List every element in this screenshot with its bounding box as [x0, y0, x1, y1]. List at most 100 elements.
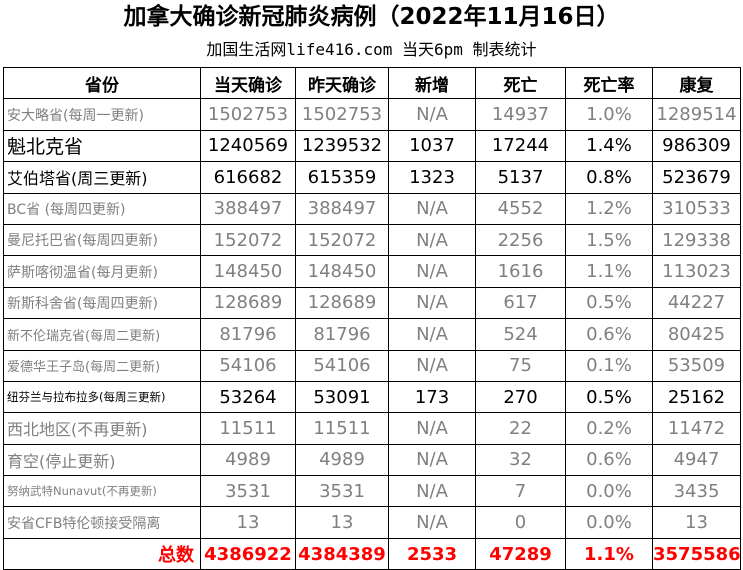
cell: 14937: [475, 98, 566, 131]
table-row: BC省 (每周四更新) 388497 388497 N/A 4552 1.2% 310533: [3, 192, 741, 225]
cell: N/A: [388, 506, 476, 539]
table-row: 萨斯喀彻温省(每月更新) 148450 148450 N/A 1616 1.1% 11302…: [3, 255, 741, 288]
cell: 113023: [652, 255, 741, 288]
cell: 3575586: [652, 537, 741, 570]
cell: 129338: [652, 223, 741, 257]
province-cell: 艾伯塔省(周三更新): [3, 161, 201, 194]
cell: 4384389: [295, 537, 389, 570]
cell: 1.4%: [565, 129, 653, 163]
cell: 1289514: [652, 98, 741, 131]
table-row: 西北地区(不再更新) 11511 11511 N/A 22 0.2% 11472: [3, 412, 741, 445]
cell: 13: [200, 506, 296, 539]
cell: 22: [475, 412, 566, 445]
cell: N/A: [388, 223, 476, 257]
cell: 0.5%: [565, 380, 653, 414]
cell: 81796: [200, 318, 296, 351]
table-row: 努纳武特Nunavut(不再更新) 3531 3531 N/A 7 0.0% 3435: [3, 475, 741, 508]
cell: N/A: [388, 412, 476, 445]
cell: 0.0%: [565, 475, 653, 508]
cell: 270: [475, 380, 566, 414]
province-cell: 萨斯喀彻温省(每月更新): [3, 255, 201, 288]
column-header: 死亡: [475, 66, 566, 100]
cell: 81796: [295, 318, 389, 351]
cell: 2533: [388, 537, 476, 570]
cell: 53091: [295, 380, 389, 414]
cell: N/A: [388, 318, 476, 351]
cell: N/A: [388, 349, 476, 382]
province-cell: 新不伦瑞克省(每周二更新): [3, 318, 201, 351]
cell: N/A: [388, 255, 476, 288]
province-cell: 新斯科舍省(每周四更新): [3, 286, 201, 320]
column-header: 昨天确诊: [295, 66, 389, 100]
cell: 128689: [200, 286, 296, 320]
cell: 53509: [652, 349, 741, 382]
cell: 616682: [200, 161, 296, 194]
cell: 3531: [200, 475, 296, 508]
cell: 310533: [652, 192, 741, 225]
cell: 0.2%: [565, 412, 653, 445]
cell: 617: [475, 286, 566, 320]
province-cell: 育空(停止更新): [3, 443, 201, 477]
province-cell: 纽芬兰与拉布拉多(每周三更新): [3, 380, 201, 414]
cell: 148450: [295, 255, 389, 288]
cell: 4386922: [200, 537, 296, 570]
column-header: 死亡率: [565, 66, 653, 100]
cell: 0: [475, 506, 566, 539]
table-row: 安大略省(每周一更新) 1502753 1502753 N/A 14937 1.0% 128…: [3, 98, 741, 131]
cell: 4552: [475, 192, 566, 225]
cell: 0.6%: [565, 443, 653, 477]
cell: N/A: [388, 443, 476, 477]
province-cell: 总数: [3, 537, 201, 570]
cell: 4947: [652, 443, 741, 477]
cell: 5137: [475, 161, 566, 194]
column-header: 康复: [652, 66, 741, 100]
cell: 388497: [200, 192, 296, 225]
table-row: 曼尼托巴省(每周四更新) 152072 152072 N/A 2256 1.5% 12933…: [3, 223, 741, 257]
cell: 11511: [200, 412, 296, 445]
cell: 0.8%: [565, 161, 653, 194]
cell: 986309: [652, 129, 741, 163]
cell: 2256: [475, 223, 566, 257]
cell: 1.2%: [565, 192, 653, 225]
province-cell: 安大略省(每周一更新): [3, 98, 201, 131]
cell: 0.6%: [565, 318, 653, 351]
cell: 75: [475, 349, 566, 382]
cell: 152072: [295, 223, 389, 257]
cell: N/A: [388, 475, 476, 508]
cell: 148450: [200, 255, 296, 288]
cell: 44227: [652, 286, 741, 320]
cell: 173: [388, 380, 476, 414]
cell: 1.1%: [565, 537, 653, 570]
title: 加拿大确诊新冠肺炎病例（2022年11月16日）: [123, 4, 620, 30]
cell: 80425: [652, 318, 741, 351]
cell: 152072: [200, 223, 296, 257]
cell: 25162: [652, 380, 741, 414]
cell: 1502753: [200, 98, 296, 131]
province-cell: 魁北克省: [3, 129, 201, 163]
cell: 1239532: [295, 129, 389, 163]
subtitle: 加国生活网life416.com 当天6pm 制表统计: [206, 40, 537, 59]
cell: 47289: [475, 537, 566, 570]
cell: 128689: [295, 286, 389, 320]
cell: 53264: [200, 380, 296, 414]
cell: 615359: [295, 161, 389, 194]
province-cell: 努纳武特Nunavut(不再更新): [3, 475, 201, 508]
province-cell: 曼尼托巴省(每周四更新): [3, 223, 201, 257]
province-cell: 西北地区(不再更新): [3, 412, 201, 445]
cell: 388497: [295, 192, 389, 225]
table-row: 新斯科舍省(每周四更新) 128689 128689 N/A 617 0.5% 44227: [3, 286, 741, 320]
cell: 17244: [475, 129, 566, 163]
province-cell: 爱德华王子岛(每周二更新): [3, 349, 201, 382]
cell: 3435: [652, 475, 741, 508]
cell: 7: [475, 475, 566, 508]
cell: 1037: [388, 129, 476, 163]
table-row: 育空(停止更新) 4989 4989 N/A 32 0.6% 4947: [3, 443, 741, 477]
cell: 1240569: [200, 129, 296, 163]
cell: 523679: [652, 161, 741, 194]
header-row: 省份 当天确诊 昨天确诊 新增 死亡 死亡率 康复: [3, 66, 741, 100]
table-row: 魁北克省 1240569 1239532 1037 17244 1.4% 986309: [3, 129, 741, 163]
province-cell: BC省 (每周四更新): [3, 192, 201, 225]
cell: 11472: [652, 412, 741, 445]
cell: 32: [475, 443, 566, 477]
cell: 11511: [295, 412, 389, 445]
